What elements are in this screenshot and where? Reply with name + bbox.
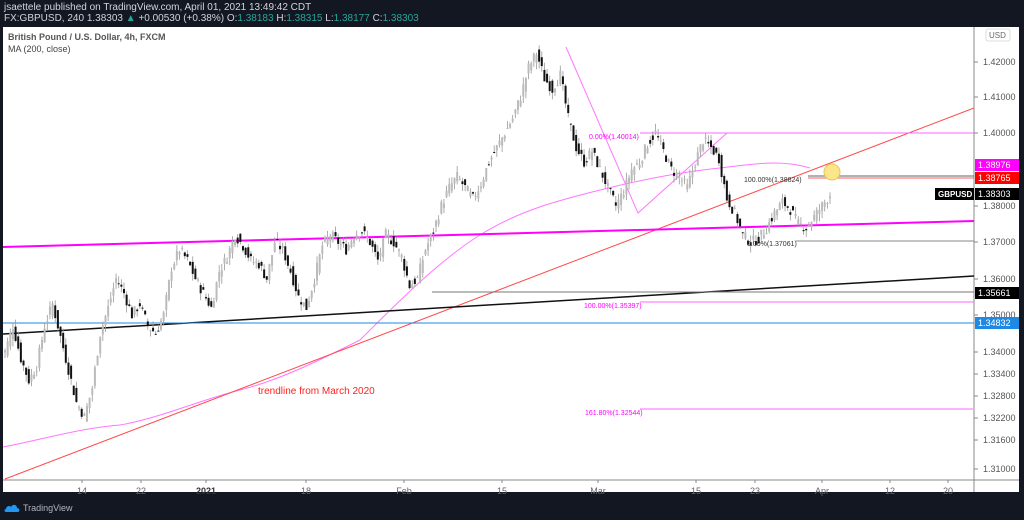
ma200-line	[2, 162, 811, 448]
svg-text:1.35661: 1.35661	[978, 288, 1011, 298]
price-tag	[975, 287, 1019, 299]
low-value: 1.38177	[333, 13, 370, 24]
time-tick: 23	[750, 486, 760, 496]
fib-161-label: 161.80%(1.32544)	[585, 410, 643, 417]
price-tick: 1.37000	[983, 237, 1016, 247]
cloud-logo-icon	[4, 504, 20, 512]
price-tick: 1.38000	[983, 201, 1016, 211]
price-change: +0.00530 (+0.38%)	[138, 13, 225, 24]
currency-label: USD	[989, 31, 1006, 40]
time-tick: 22	[136, 486, 146, 496]
time-tick: 18	[301, 486, 311, 496]
price-tag	[975, 317, 1019, 329]
price-tick: 1.31000	[983, 464, 1016, 474]
last-price: 1.38303	[86, 13, 123, 24]
price-tick: 1.36000	[983, 274, 1016, 284]
abc-pattern-lines[interactable]	[565, 46, 728, 214]
trendline-annotation: trendline from March 2020	[258, 386, 375, 397]
fib-1-38824-label: 100.00%(1.38824)	[744, 177, 802, 184]
price-tick: 1.42000	[983, 57, 1016, 67]
price-tag	[975, 159, 1019, 171]
price-tick: 1.34000	[983, 347, 1016, 357]
chart-legend: British Pound / U.S. Dollar, 4h, FXCM MA…	[8, 31, 166, 55]
price-tag	[975, 188, 1019, 200]
symbol-label: FX:GBPUSD, 240	[4, 13, 85, 24]
time-tick: 2021	[196, 486, 216, 496]
target-circle-marker[interactable]	[823, 163, 841, 181]
price-tag	[975, 172, 1019, 184]
price-tick: 1.31600	[983, 435, 1016, 445]
time-tick: 14	[77, 486, 87, 496]
price-tags: 1.38976 1.38765 1.38303 GBPUSD 1.35661 1.3483…	[935, 159, 1019, 329]
time-tick: 20	[943, 486, 953, 496]
price-tick: 1.41000	[983, 92, 1016, 102]
time-tick: 12	[885, 486, 895, 496]
close-label: C:	[372, 13, 383, 24]
tradingview-logo[interactable]: TradingView	[4, 503, 73, 513]
publish-text: jsaettele published on TradingView.com, …	[4, 2, 312, 13]
ohlc-bar: FX:GBPUSD, 240 1.38303 ▲ +0.00530 (+0.38…	[4, 13, 419, 24]
time-axis[interactable]: 14 22 2021 18 Feb 15 Mar 15 23 Apr 12 20	[77, 480, 953, 496]
fib-100-label: 100.00%(1.35397)	[584, 303, 642, 310]
svg-text:1.34832: 1.34832	[978, 318, 1011, 328]
candlesticks	[4, 45, 831, 423]
time-tick: 15	[497, 486, 507, 496]
time-tick: 15	[691, 486, 701, 496]
fib-1-37061-label: 0.00%(1.37061)	[747, 241, 797, 248]
magenta-channel-line[interactable]	[2, 220, 975, 248]
price-tick: 1.32800	[983, 391, 1016, 401]
close-value: 1.38303	[382, 13, 419, 24]
price-tick: 1.35000	[983, 310, 1016, 320]
fib-0-label: 0.00%(1.40014)	[589, 134, 639, 141]
price-tick: 1.32200	[983, 413, 1016, 423]
svg-text:1.38765: 1.38765	[978, 173, 1011, 183]
time-tick: Feb	[396, 486, 412, 496]
svg-text:GBPUSD: GBPUSD	[938, 190, 972, 199]
chart-title: British Pound / U.S. Dollar, 4h, FXCM	[8, 32, 166, 42]
svg-text:1.38976: 1.38976	[978, 160, 1011, 170]
publish-info: jsaettele published on TradingView.com, …	[4, 2, 311, 13]
symbol-tag	[935, 188, 974, 200]
high-value: 1.38315	[286, 13, 323, 24]
price-axis[interactable]: 1.42000 1.41000 1.40000 1.38000 1.37000 1.360…	[974, 57, 1016, 474]
brand-name: TradingView	[23, 503, 73, 513]
red-trendline[interactable]	[4, 107, 975, 480]
black-trendline[interactable]	[2, 275, 975, 335]
svg-text:1.38303: 1.38303	[978, 189, 1011, 199]
time-tick: Mar	[590, 486, 606, 496]
indicator-label[interactable]: MA (200, close)	[8, 44, 71, 54]
open-label: O:	[226, 13, 238, 24]
currency-badge	[985, 28, 1011, 42]
time-tick: Apr	[815, 486, 829, 496]
low-label: L:	[325, 13, 334, 24]
price-tick: 1.33400	[983, 369, 1016, 379]
up-arrow-icon: ▲	[125, 13, 136, 24]
open-value: 1.38183	[237, 13, 274, 24]
high-label: H:	[276, 13, 287, 24]
price-tick: 1.40000	[983, 128, 1016, 138]
